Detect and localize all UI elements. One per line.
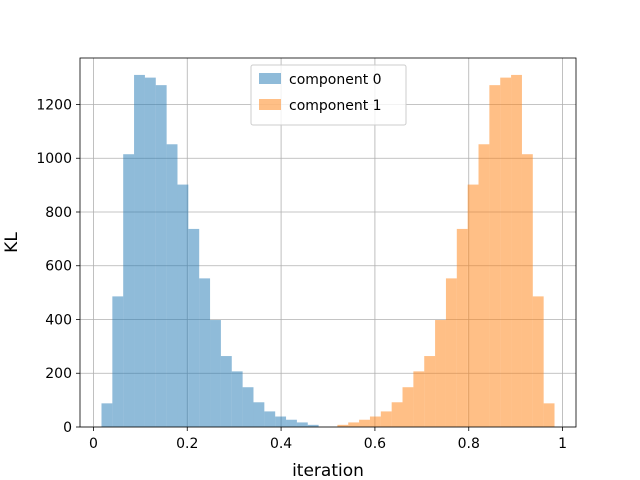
histogram-bar-component-1: [369, 416, 381, 427]
histogram-bar-component-0: [134, 74, 145, 428]
histogram-bar-component-0: [296, 422, 308, 427]
histogram-bar-component-1: [511, 74, 522, 428]
histogram-bar-component-0: [242, 387, 254, 427]
y-tick-label: 600: [45, 259, 72, 275]
y-tick-label: 1000: [36, 151, 72, 167]
y-tick-label: 200: [45, 366, 72, 382]
histogram-bar-component-1: [359, 419, 370, 427]
histogram-bar-component-0: [123, 154, 135, 428]
y-tick-label: 0: [63, 420, 72, 436]
legend-label-component-0: component 0: [289, 72, 382, 88]
histogram-bar-component-0: [177, 184, 189, 427]
y-axis-label: KL: [2, 232, 22, 253]
histogram-bar-component-0: [253, 402, 265, 427]
y-tick-label: 1200: [36, 97, 72, 113]
y-axis-ticks: 0 200 400 600 800 1000 1200: [36, 97, 80, 436]
histogram-bar-component-1: [478, 144, 490, 428]
histogram-bar-component-1: [413, 371, 425, 427]
legend-swatch-component-0: [259, 73, 281, 84]
histogram-bar-component-1: [445, 278, 457, 427]
legend-label-component-1: component 1: [289, 98, 382, 114]
x-axis-ticks: 0 0.2 0.4 0.6 0.8 1: [89, 427, 567, 452]
histogram-bar-component-1: [380, 411, 392, 427]
histogram-bar-component-1: [500, 77, 512, 427]
x-tick-label: 0: [89, 436, 98, 452]
histogram-bar-component-0: [199, 278, 211, 427]
x-tick-label: 0.4: [270, 436, 292, 452]
histogram-bar-component-0: [101, 403, 113, 427]
histogram-bar-component-0: [188, 228, 200, 427]
histogram-bar-component-0: [220, 356, 232, 427]
histogram-bar-component-0: [231, 371, 243, 427]
histogram-bars: [101, 74, 555, 428]
plot-frame: [79, 57, 577, 428]
legend-swatch-component-1: [259, 99, 281, 110]
histogram-bar-component-1: [489, 85, 501, 427]
legend: component 0 component 1: [250, 64, 407, 126]
x-tick-label: 0.2: [176, 436, 198, 452]
histogram-bar-component-0: [264, 411, 276, 427]
histogram-bar-component-0: [275, 416, 287, 427]
histogram-bar-component-1: [402, 387, 414, 427]
histogram-bar-component-1: [543, 403, 555, 427]
histogram-bar-component-1: [424, 356, 436, 427]
y-tick-label: 800: [45, 205, 72, 221]
histogram-bar-component-1: [337, 424, 349, 427]
histogram-bar-component-1: [435, 320, 446, 427]
histogram-bar-component-0: [112, 296, 124, 427]
histogram-bar-component-1: [348, 422, 360, 427]
x-tick-label: 0.8: [458, 436, 480, 452]
x-tick-label: 1: [558, 436, 567, 452]
histogram-bar-component-0: [166, 144, 178, 428]
x-tick-label: 0.6: [364, 436, 386, 452]
y-tick-label: 400: [45, 312, 72, 328]
histogram-bar-component-0: [144, 77, 156, 427]
legend-box: [250, 64, 407, 126]
histogram-bar-component-1: [532, 296, 544, 427]
histogram-bar-component-0: [210, 320, 221, 427]
histogram-bar-component-0: [155, 85, 167, 427]
histogram-bar-component-1: [456, 228, 468, 427]
histogram-bar-component-1: [521, 154, 533, 428]
x-axis-label: iteration: [292, 461, 364, 480]
histogram-bar-component-0: [307, 424, 319, 427]
histogram-bar-component-0: [286, 419, 297, 427]
histogram-bar-component-1: [391, 402, 403, 427]
histogram-bar-component-1: [467, 184, 479, 427]
